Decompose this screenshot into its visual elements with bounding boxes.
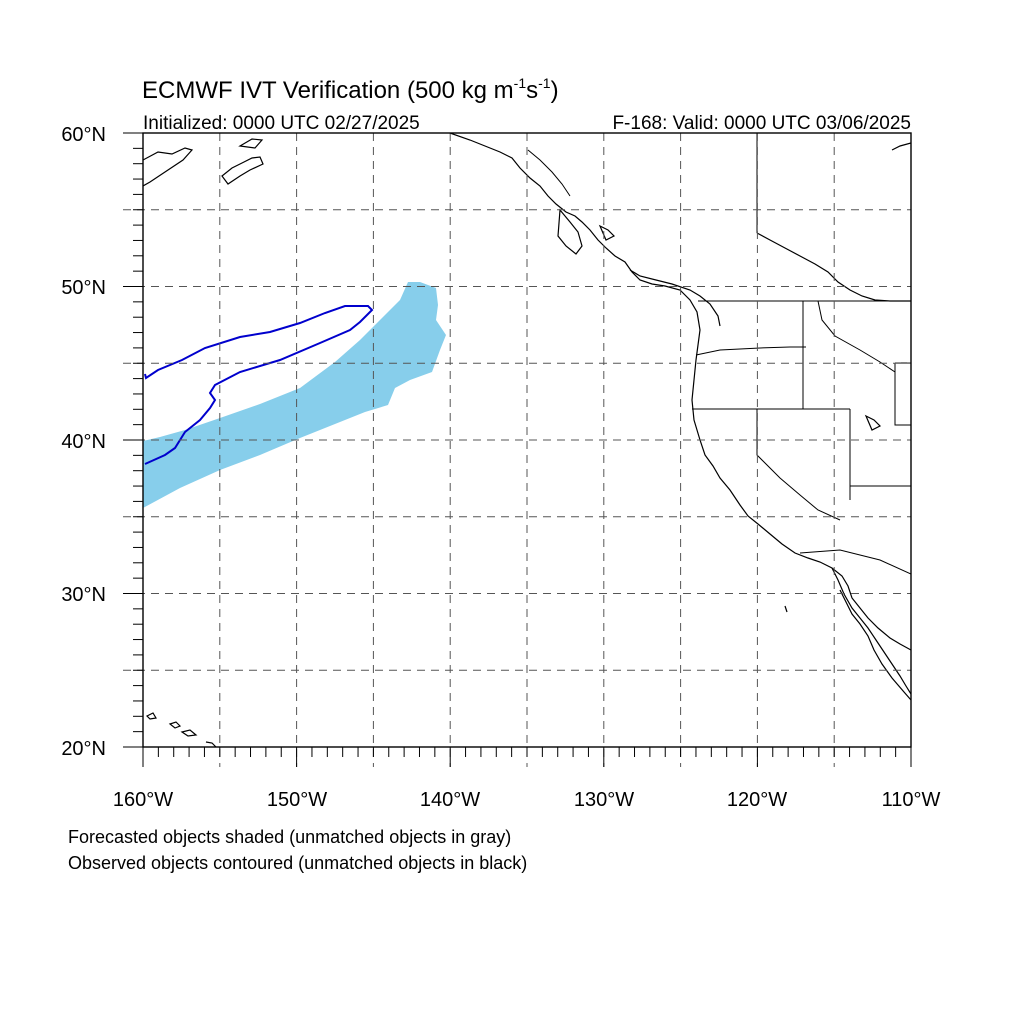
- observed-object-contour: [144, 305, 374, 465]
- valid-label: F-168: Valid: 0000 UTC 03/06/2025: [612, 113, 911, 134]
- lon-labels: 160°W 150°W 140°W 130°W 120°W 110°W: [113, 789, 941, 811]
- lat-label-60: 60°N: [61, 124, 106, 146]
- lon-label-130w: 130°W: [574, 789, 634, 811]
- legend-observed: Observed objects contoured (unmatched ob…: [68, 853, 527, 873]
- borders: [527, 133, 911, 575]
- lat-label-20: 20°N: [61, 738, 106, 760]
- forecast-object: [143, 282, 446, 508]
- lon-label-160w: 160°W: [113, 789, 173, 811]
- lat-label-30: 30°N: [61, 584, 106, 606]
- initialized-label: Initialized: 0000 UTC 02/27/2025: [143, 113, 420, 134]
- lat-labels: 60°N 50°N 40°N 30°N 20°N: [61, 124, 106, 760]
- coastlines: [143, 133, 911, 747]
- lon-label-120w: 120°W: [727, 789, 787, 811]
- lon-label-150w: 150°W: [267, 789, 327, 811]
- legend-forecast: Forecasted objects shaded (unmatched obj…: [68, 827, 511, 847]
- map-title: ECMWF IVT Verification (500 kg m-1s-1): [142, 75, 559, 104]
- graticule: [123, 133, 911, 767]
- lat-label-40: 40°N: [61, 431, 106, 453]
- lon-label-110w: 110°W: [882, 789, 941, 811]
- lat-label-50: 50°N: [61, 277, 106, 299]
- lon-label-140w: 140°W: [420, 789, 480, 811]
- axis-ticks: [123, 132, 912, 767]
